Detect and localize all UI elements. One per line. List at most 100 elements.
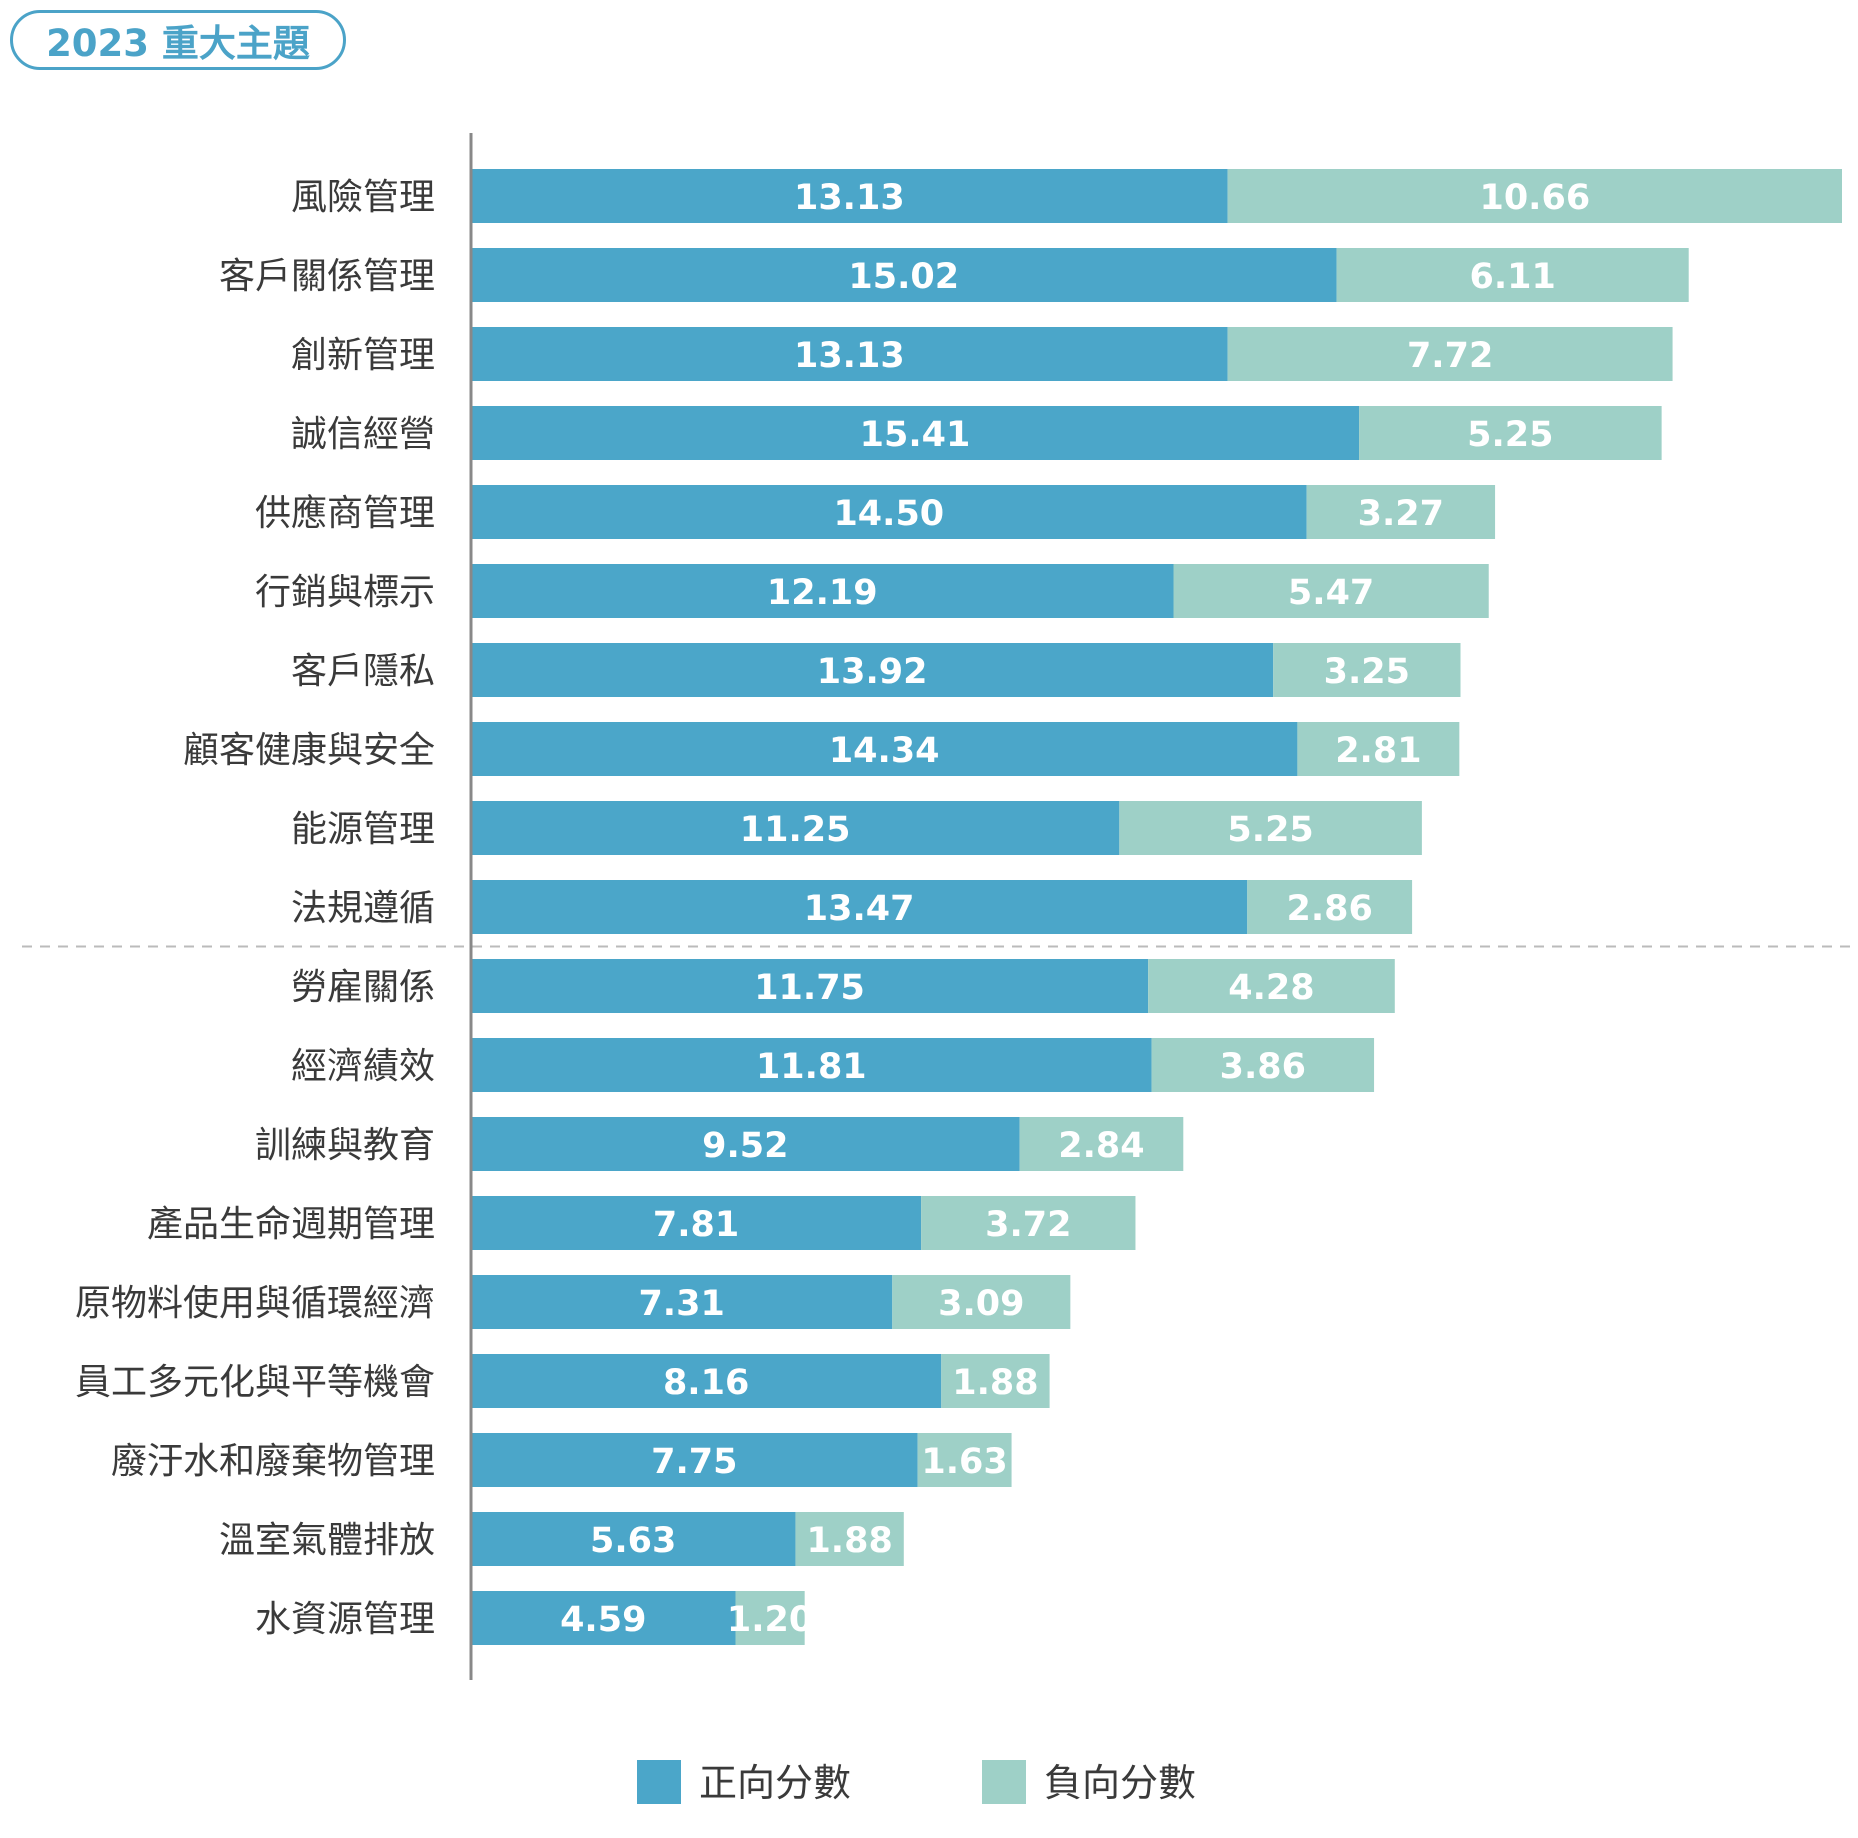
category-label: 原物料使用與循環經濟	[75, 1283, 435, 1324]
data-label-negative: 2.86	[1286, 889, 1372, 929]
category-label: 行銷與標示	[255, 572, 435, 613]
bar-negative	[795, 1512, 904, 1566]
category-label: 客戶隱私	[291, 651, 435, 692]
bar-positive	[471, 801, 1120, 855]
bar-negative	[1247, 880, 1413, 934]
bar-negative	[1148, 959, 1395, 1013]
data-label-negative: 3.86	[1220, 1047, 1306, 1087]
bar-negative	[921, 1196, 1136, 1250]
category-label: 誠信經營	[291, 414, 435, 455]
bar-positive	[471, 1275, 893, 1329]
bar-positive	[471, 1591, 736, 1645]
category-label: 法規遵循	[291, 888, 435, 929]
category-label: 經濟績效	[291, 1046, 435, 1087]
data-label-positive: 11.75	[754, 968, 865, 1008]
data-label-negative: 5.25	[1467, 415, 1553, 455]
bar-positive	[471, 406, 1360, 460]
bar-negative	[1297, 722, 1460, 776]
bar-positive	[471, 1038, 1152, 1092]
bar-negative	[735, 1591, 805, 1645]
category-label: 勞雇關係	[291, 967, 435, 1008]
bar-negative	[1227, 327, 1673, 381]
category-label: 產品生命週期管理	[147, 1204, 435, 1245]
data-label-negative: 5.25	[1227, 810, 1313, 850]
data-label-positive: 15.41	[860, 415, 971, 455]
data-label-negative: 5.47	[1288, 573, 1374, 613]
bar-positive	[471, 1433, 918, 1487]
chart-title-pill: 2023 重大主題	[10, 10, 346, 70]
bar-positive	[471, 248, 1337, 302]
data-label-negative: 1.88	[952, 1363, 1038, 1403]
data-label-negative: 1.63	[921, 1442, 1007, 1482]
bar-positive	[471, 959, 1149, 1013]
category-label: 水資源管理	[255, 1599, 435, 1640]
data-label-negative: 2.84	[1058, 1126, 1144, 1166]
data-label-positive: 7.31	[638, 1284, 724, 1324]
data-label-positive: 14.50	[833, 494, 944, 534]
legend-label-negative: 負向分數	[1044, 1761, 1196, 1805]
data-label-positive: 14.34	[829, 731, 940, 771]
bar-positive	[471, 564, 1174, 618]
bar-negative	[917, 1433, 1012, 1487]
data-label-negative: 1.20	[727, 1600, 813, 1640]
data-label-negative: 6.11	[1469, 257, 1555, 297]
bar-negative	[1359, 406, 1662, 460]
bar-positive	[471, 169, 1228, 223]
bar-negative	[1306, 485, 1496, 539]
bar-negative	[1119, 801, 1422, 855]
legend-label-positive: 正向分數	[699, 1761, 851, 1805]
data-label-negative: 2.81	[1335, 731, 1421, 771]
data-label-negative: 10.66	[1479, 178, 1590, 218]
category-label: 供應商管理	[255, 493, 435, 534]
bar-positive	[471, 643, 1274, 697]
bar-negative	[892, 1275, 1071, 1329]
data-label-positive: 5.63	[590, 1521, 676, 1561]
category-label: 廢汙水和廢棄物管理	[111, 1441, 435, 1482]
data-label-positive: 15.02	[848, 257, 959, 297]
chart-title: 2023 重大主題	[46, 22, 310, 65]
data-label-positive: 11.81	[756, 1047, 867, 1087]
bar-negative	[1336, 248, 1689, 302]
data-label-positive: 8.16	[663, 1363, 749, 1403]
data-label-positive: 7.81	[653, 1205, 739, 1245]
bar-negative	[1273, 643, 1461, 697]
data-label-negative: 3.25	[1324, 652, 1410, 692]
data-label-positive: 13.13	[794, 336, 905, 376]
category-label: 溫室氣體排放	[219, 1520, 435, 1561]
bar-negative	[1227, 169, 1842, 223]
category-label: 訓練與教育	[255, 1125, 435, 1166]
data-label-positive: 12.19	[767, 573, 878, 613]
data-label-positive: 7.75	[651, 1442, 737, 1482]
bar-negative	[1151, 1038, 1375, 1092]
category-label: 能源管理	[291, 809, 435, 850]
bar-positive	[471, 880, 1248, 934]
data-label-negative: 1.88	[806, 1521, 892, 1561]
bar-negative	[941, 1354, 1050, 1408]
bar-positive	[471, 1512, 796, 1566]
bar-positive	[471, 1354, 942, 1408]
data-label-negative: 3.09	[938, 1284, 1024, 1324]
data-label-positive: 13.92	[817, 652, 928, 692]
legend-swatch-negative	[982, 1760, 1026, 1804]
bar-positive	[471, 722, 1298, 776]
bar-positive	[471, 485, 1307, 539]
data-label-positive: 4.59	[560, 1600, 646, 1640]
legend-swatch-positive	[637, 1760, 681, 1804]
data-label-positive: 11.25	[740, 810, 851, 850]
data-label-negative: 3.72	[985, 1205, 1071, 1245]
bar-negative	[1173, 564, 1489, 618]
data-label-negative: 3.27	[1358, 494, 1444, 534]
category-label: 顧客健康與安全	[183, 730, 435, 771]
data-label-positive: 13.47	[804, 889, 915, 929]
category-label: 員工多元化與平等機會	[75, 1362, 435, 1403]
category-label: 創新管理	[291, 335, 435, 376]
data-label-negative: 7.72	[1407, 336, 1493, 376]
bar-positive	[471, 327, 1228, 381]
bar-negative	[1019, 1117, 1184, 1171]
bar-positive	[471, 1196, 922, 1250]
data-label-negative: 4.28	[1228, 968, 1314, 1008]
category-label: 風險管理	[291, 177, 435, 218]
category-label: 客戶關係管理	[219, 256, 435, 297]
data-label-positive: 13.13	[794, 178, 905, 218]
